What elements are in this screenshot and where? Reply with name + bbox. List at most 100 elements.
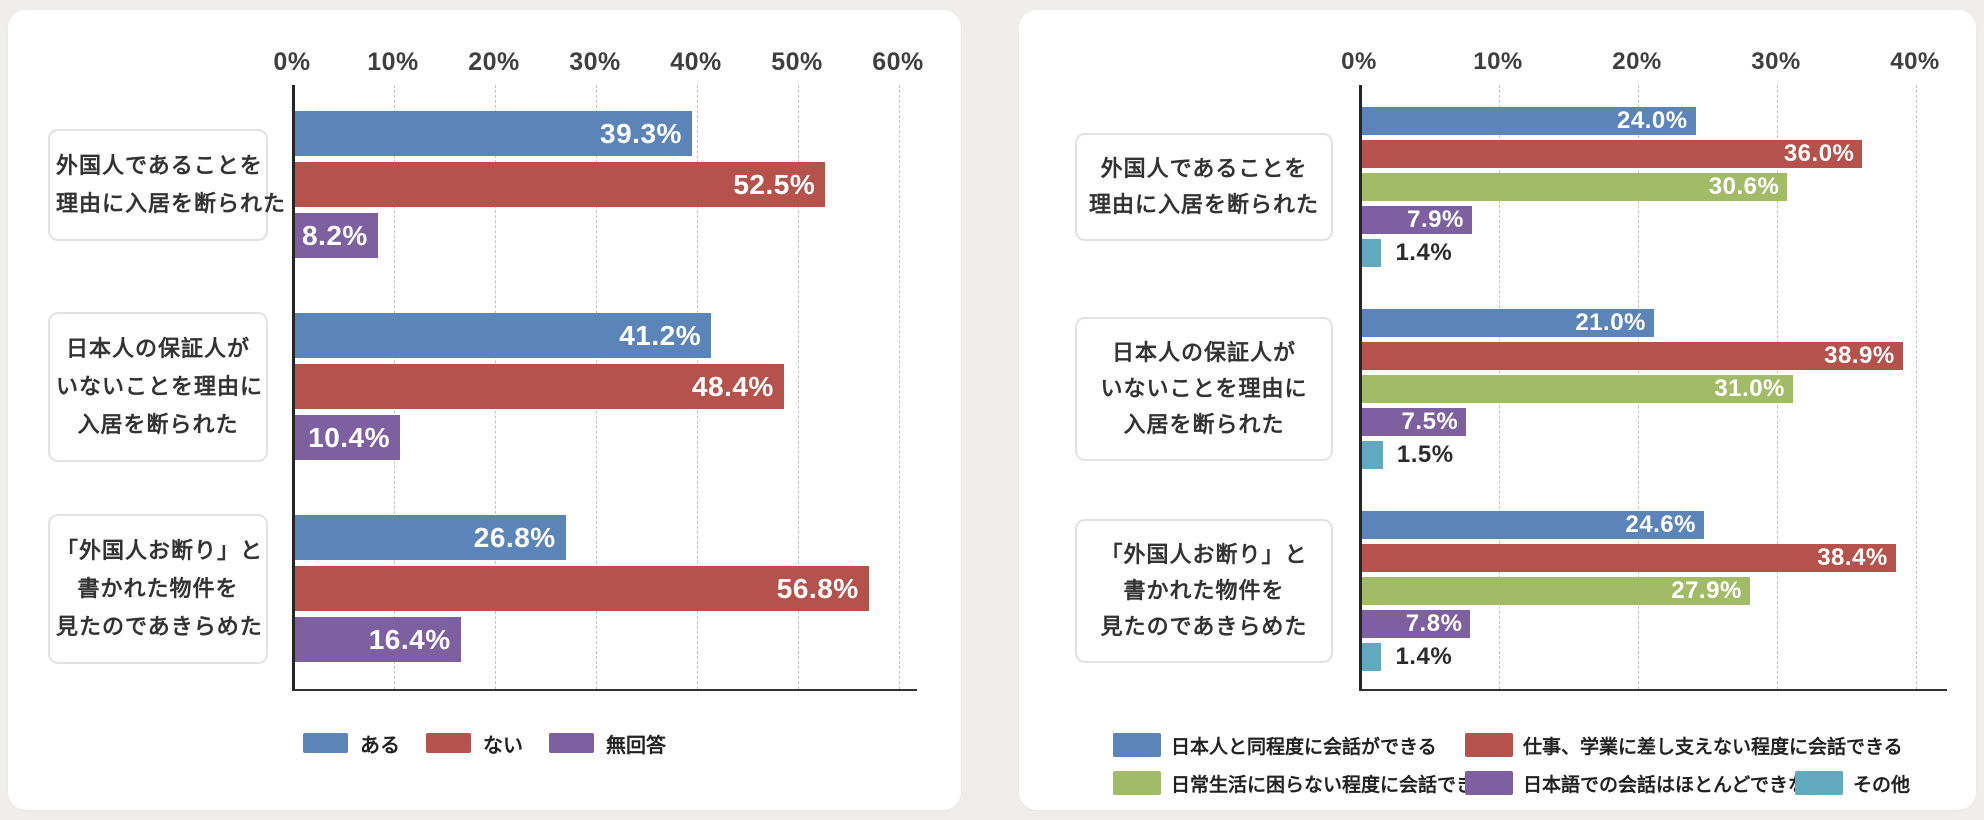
bar-row: 52.5% [295, 162, 917, 207]
bar: 41.2% [295, 313, 712, 358]
bar-row: 1.5% [1362, 441, 1947, 469]
bar: 39.3% [295, 111, 692, 156]
bar-row: 26.8% [295, 515, 917, 560]
bar: 56.8% [295, 566, 869, 611]
bar-value-label: 1.4% [1395, 239, 1453, 266]
bar: 8.2% [295, 213, 378, 258]
bar: 24.0% [1362, 107, 1696, 135]
category-label-line: 日本人の保証人が [1111, 340, 1296, 365]
bar: 27.9% [1362, 577, 1750, 605]
legend-label: ない [483, 734, 523, 757]
legend-label: 日本人と同程度に会話ができる [1171, 736, 1437, 758]
axis-tick-label: 10% [1473, 48, 1523, 75]
bar-row: 36.0% [1362, 140, 1947, 168]
bar-value-label: 41.2% [619, 319, 702, 351]
legend-label: その他 [1853, 774, 1911, 796]
bar: 36.0% [1362, 140, 1863, 168]
bar-row: 1.4% [1362, 643, 1947, 671]
bar-value-label: 16.4% [368, 623, 451, 655]
bar-value-label: 27.9% [1671, 577, 1742, 604]
gridline [1916, 85, 1917, 689]
bar: 48.4% [295, 364, 784, 409]
legend-row: 日本人と同程度に会話ができる 仕事、学業に差し支えない程度に会話できる [1113, 730, 1903, 760]
bar-row: 1.4% [1362, 239, 1947, 267]
category-label-line: いないことを理由に [1100, 376, 1308, 401]
legend-label: 仕事、学業に差し支えない程度に会話できる [1523, 736, 1903, 758]
category-label-box: 日本人の保証人が いないことを理由に 入居を断られた [48, 311, 268, 462]
bar-row: 39.3% [295, 111, 917, 156]
bar: 10.4% [295, 415, 401, 460]
bar-group: 24.0% 36.0% 30.6% 7.9% 1.4% [1362, 107, 1947, 267]
bar: 26.8% [295, 515, 566, 560]
bar-value-label: 36.0% [1783, 140, 1855, 167]
bar-value-label: 21.0% [1575, 309, 1646, 336]
category-label-line: 入居を断られた [1123, 412, 1285, 437]
category-label-line: 「外国人お断り」と [1100, 542, 1308, 567]
bar-row: 7.8% [1362, 610, 1947, 638]
bar-value-label: 52.5% [733, 168, 816, 200]
bar-row: 24.0% [1362, 107, 1947, 135]
legend-color-chip [1465, 733, 1513, 757]
bar-group: 21.0% 38.9% 31.0% 7.5% 1.5% [1362, 309, 1947, 469]
bar-value-label: 24.0% [1617, 107, 1688, 134]
bar: 30.6% [1362, 173, 1788, 201]
legend-color-chip [426, 733, 471, 753]
bar-row: 27.9% [1362, 577, 1947, 605]
bar-row: 7.5% [1362, 408, 1947, 436]
legend-color-chip [1465, 771, 1513, 795]
axis-tick-label: 60% [872, 48, 924, 76]
bar-value-label: 1.4% [1395, 643, 1453, 670]
bar-row: 16.4% [295, 617, 917, 662]
bar-value-label: 1.5% [1396, 441, 1454, 468]
bar-value-label: 24.6% [1625, 511, 1696, 538]
axis-tick-label: 50% [771, 48, 823, 76]
bar-group: 39.3% 52.5% 8.2% [295, 111, 917, 258]
legend-label: ある [360, 734, 400, 757]
bar: 52.5% [295, 162, 826, 207]
legend-label: 日常生活に困らない程度に会話できる [1171, 774, 1494, 796]
legend: ある ない 無回答 [8, 728, 961, 758]
category-label-box: 外国人であることを 理由に入居を断られた [48, 128, 287, 241]
legend-label: 無回答 [606, 734, 666, 757]
bar-value-label: 10.4% [308, 421, 391, 453]
category-label-box: 外国人であることを 理由に入居を断られた [1075, 133, 1333, 241]
bar: 38.4% [1362, 544, 1896, 572]
axis-tick-label: 0% [273, 48, 311, 76]
category-label-line: 入居を断られた [77, 411, 239, 437]
bar-row: 38.4% [1362, 544, 1947, 572]
bar-value-label: 30.6% [1708, 173, 1780, 200]
plot-area: 24.0% 36.0% 30.6% 7.9% 1.4% 21.0% 38.9% 31.0% 7.… [1359, 85, 1947, 691]
axis-tick-label: 30% [1751, 48, 1801, 75]
bar-row: 7.9% [1362, 206, 1947, 234]
category-label-line: いないことを理由に [56, 373, 264, 399]
axis-tick-label: 20% [468, 48, 520, 76]
legend-item: 仕事、学業に差し支えない程度に会話できる [1465, 732, 1903, 759]
category-label-box: 「外国人お断り」と 書かれた物件を 見たのであきらめた [48, 513, 268, 664]
category-label-line: 日本人の保証人が [65, 335, 250, 361]
axis-tick-label: 10% [367, 48, 419, 76]
bar: 21.0% [1362, 309, 1654, 337]
bar-chart-by-japanese-ability: 0% 10% 20% 30% 40% 24.0% 36.0% 30.6% 7.9% 1.4% 21.… [1019, 10, 1976, 810]
bar [1362, 643, 1382, 671]
bar-value-label: 56.8% [776, 572, 859, 604]
bar-value-label: 26.8% [473, 521, 556, 553]
axis-tick-label: 40% [670, 48, 722, 76]
bar-row: 24.6% [1362, 511, 1947, 539]
legend-label: 日本語での会話はほとんどできない [1523, 774, 1827, 796]
bar-row: 41.2% [295, 313, 917, 358]
legend-color-chip [549, 733, 594, 753]
bar-value-label: 7.8% [1405, 610, 1463, 637]
bar-value-label: 39.3% [600, 117, 682, 149]
plot-area: 39.3% 52.5% 8.2% 41.2% 48.4% 10.4% 26.8% 56.8% 1… [292, 85, 917, 691]
category-label-line: 理由に入居を断られた [56, 190, 287, 216]
bar [1362, 239, 1382, 267]
bar: 7.8% [1362, 610, 1471, 638]
bar-row: 48.4% [295, 364, 917, 409]
bar: 38.9% [1362, 342, 1903, 370]
category-label-box: 「外国人お断り」と 書かれた物件を 見たのであきらめた [1075, 519, 1333, 663]
axis-tick-label: 20% [1612, 48, 1662, 75]
bar [1362, 441, 1383, 469]
bar: 24.6% [1362, 511, 1704, 539]
bar-value-label: 38.4% [1817, 544, 1888, 571]
bar: 7.5% [1362, 408, 1467, 436]
